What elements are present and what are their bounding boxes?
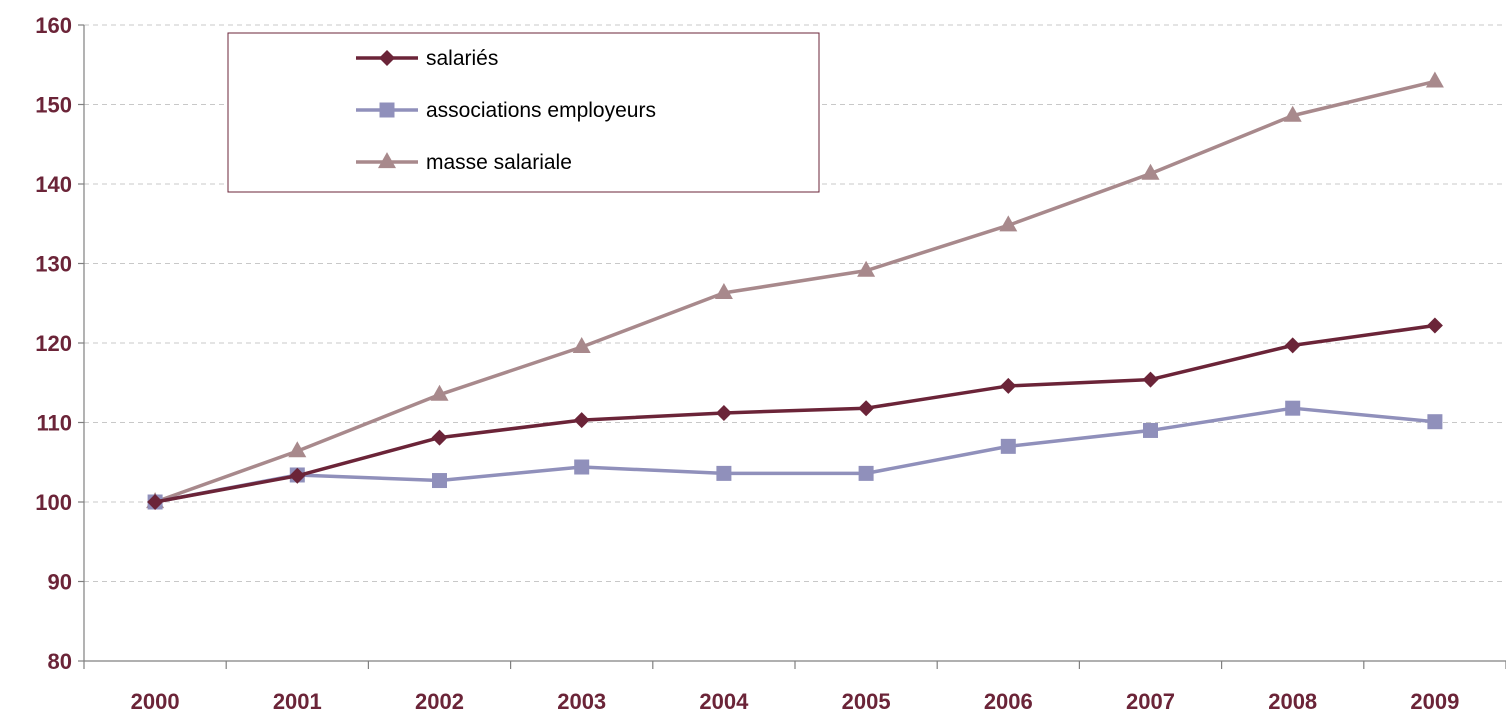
y-tick-label-150: 150 <box>35 93 72 118</box>
data-point-associations-employeurs-2008 <box>1285 400 1301 416</box>
data-point-salari-s-2005 <box>858 400 875 417</box>
data-point-masse-salariale-2003 <box>572 337 591 354</box>
data-point-salari-s-2001 <box>289 467 306 484</box>
data-point-masse-salariale-2008 <box>1283 105 1302 122</box>
data-point-salari-s-2003 <box>573 412 590 429</box>
data-point-salari-s-2006 <box>1000 377 1017 394</box>
data-point-salari-s-2002 <box>431 429 448 446</box>
legend-item-salari-s: salariés <box>356 47 498 70</box>
data-point-associations-employeurs-2002 <box>432 473 447 489</box>
data-point-associations-employeurs-2004 <box>716 465 732 481</box>
data-point-masse-salariale-2001 <box>288 441 307 458</box>
series-salari-s <box>147 317 1443 510</box>
y-tick-label-120: 120 <box>35 331 72 356</box>
data-point-salari-s-2000 <box>147 494 164 510</box>
data-point-salari-s-2008 <box>1284 337 1301 354</box>
series-masse-salariale <box>146 71 1444 509</box>
data-point-masse-salariale-2009 <box>1425 71 1444 88</box>
y-tick-label-140: 140 <box>35 172 72 197</box>
legend-label-associations-employeurs: associations employeurs <box>426 99 656 122</box>
data-point-salari-s-2009 <box>1426 317 1443 334</box>
legend-item-associations-employeurs: associations employeurs <box>356 99 656 122</box>
series-line-salari-s <box>154 323 1436 504</box>
legend: salariés associations employeurs masse sal… <box>227 32 820 193</box>
y-tick-label-90: 90 <box>48 570 72 595</box>
data-point-associations-employeurs-2005 <box>858 465 874 481</box>
y-tick-label-160: 160 <box>35 13 72 38</box>
y-tick-label-100: 100 <box>35 490 72 515</box>
data-point-associations-employeurs-2006 <box>1000 438 1016 454</box>
data-point-associations-employeurs-2009 <box>1427 414 1443 430</box>
data-point-salari-s-2004 <box>715 404 732 421</box>
data-point-masse-salariale-2006 <box>999 215 1018 232</box>
x-tick-label-2006: 2006 <box>984 689 1033 714</box>
data-point-masse-salariale-2007 <box>1141 163 1160 180</box>
legend-label-salari-s: salariés <box>426 47 498 70</box>
data-point-masse-salariale-2002 <box>430 384 449 401</box>
x-tick-label-2005: 2005 <box>842 689 891 714</box>
x-tick-label-2001: 2001 <box>273 689 322 714</box>
series-lines <box>146 71 1444 510</box>
x-tick-label-2008: 2008 <box>1268 689 1317 714</box>
y-tick-label-110: 110 <box>37 411 73 436</box>
data-point-associations-employeurs-2007 <box>1143 422 1158 438</box>
data-point-salari-s-2007 <box>1142 371 1159 388</box>
y-axis-tick-labels: 80 90 100 110 120 130 140 150 160 <box>35 13 72 674</box>
x-tick-label-2003: 2003 <box>557 689 606 714</box>
x-tick-label-2009: 2009 <box>1410 689 1459 714</box>
legend-marker-salari-s <box>379 50 395 66</box>
x-tick-label-2004: 2004 <box>699 689 749 714</box>
series-associations-employeurs <box>147 400 1443 510</box>
data-point-associations-employeurs-2003 <box>574 459 590 475</box>
legend-box <box>227 32 820 193</box>
legend-marker-masse-salariale <box>378 152 396 169</box>
data-point-masse-salariale-2004 <box>714 282 733 299</box>
legend-label-masse-salariale: masse salariale <box>426 151 572 174</box>
axes <box>78 24 1506 669</box>
legend-marker-associations-employeurs <box>379 102 395 118</box>
x-tick-label-2000: 2000 <box>131 689 180 714</box>
x-tick-label-2002: 2002 <box>415 689 464 714</box>
x-axis-tick-labels: 2000 2001 2002 2003 2004 2005 2006 2007 2008 2009 <box>131 689 1460 714</box>
data-point-masse-salariale-2005 <box>857 260 876 277</box>
series-line-associations-employeurs <box>154 406 1436 504</box>
y-tick-label-130: 130 <box>35 252 72 277</box>
series-line-masse-salariale <box>154 79 1436 504</box>
x-tick-label-2007: 2007 <box>1126 689 1175 714</box>
y-tick-label-80: 80 <box>48 649 72 674</box>
legend-item-masse-salariale: masse salariale <box>356 151 572 174</box>
